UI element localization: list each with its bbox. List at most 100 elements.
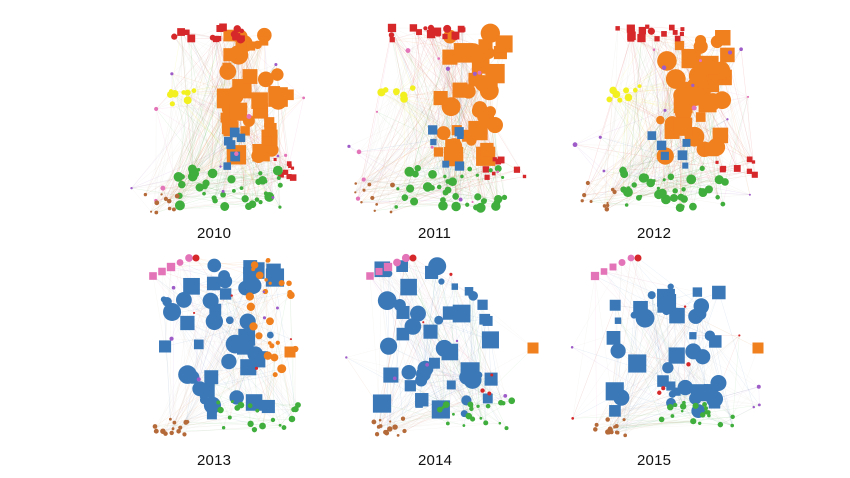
orange-node	[252, 144, 270, 162]
edge	[407, 50, 468, 205]
node-layer	[347, 23, 527, 214]
red-node	[674, 35, 681, 42]
blue-node	[223, 136, 233, 146]
edge	[182, 176, 253, 205]
edge	[369, 141, 434, 185]
red-node	[746, 168, 753, 174]
edge	[389, 409, 440, 430]
edge	[409, 171, 498, 203]
edge	[587, 182, 605, 207]
edge	[584, 171, 750, 196]
edge	[572, 305, 616, 419]
edge	[376, 111, 392, 213]
edge	[378, 346, 389, 427]
red-node	[645, 24, 650, 29]
yellow-node	[606, 96, 613, 103]
edge	[594, 275, 712, 392]
blue-node	[692, 287, 703, 297]
blue-node	[468, 290, 478, 301]
edge	[468, 295, 474, 417]
edge	[162, 397, 237, 432]
edge	[471, 140, 486, 201]
edge	[264, 354, 293, 420]
orange-node	[684, 86, 705, 107]
brown-node	[174, 193, 180, 199]
green-node	[692, 402, 699, 409]
edge	[456, 83, 484, 131]
year-label-2012: 2012	[637, 225, 672, 242]
blue-node	[668, 347, 685, 364]
edge	[616, 94, 651, 184]
green-node	[670, 414, 675, 418]
edge	[584, 60, 668, 196]
green-node	[272, 165, 283, 176]
green-node	[220, 202, 230, 211]
network-panel-2015	[560, 250, 770, 445]
orange-node	[484, 106, 496, 118]
edge	[617, 262, 623, 321]
blue-node	[425, 265, 439, 279]
edge	[396, 91, 448, 182]
edge	[150, 173, 213, 212]
edge	[376, 87, 413, 112]
edge	[455, 166, 460, 197]
edge	[415, 32, 420, 175]
red-node	[177, 28, 185, 36]
edge	[145, 38, 219, 195]
edge	[179, 37, 213, 206]
green-node	[414, 164, 421, 172]
green-node	[410, 197, 419, 206]
green-node	[195, 183, 204, 192]
edge	[612, 33, 665, 190]
blue-node	[710, 374, 727, 392]
edge	[179, 262, 188, 422]
minor-node	[503, 393, 508, 398]
blue-node	[202, 292, 219, 309]
orange-node	[229, 102, 248, 121]
edge	[407, 50, 449, 191]
edge	[131, 129, 271, 189]
edge	[390, 169, 518, 213]
edge	[156, 92, 184, 110]
edge	[355, 52, 464, 184]
green-node	[624, 203, 629, 207]
edge	[657, 168, 703, 193]
edge	[623, 189, 750, 195]
edge	[388, 273, 472, 409]
edge	[626, 110, 666, 206]
minor-node	[738, 334, 741, 337]
brown-node	[362, 188, 366, 192]
yellow-node	[632, 87, 638, 93]
minor-node	[757, 403, 761, 407]
green-node	[658, 416, 665, 423]
edge	[191, 38, 193, 177]
green-node	[443, 174, 447, 179]
edge	[621, 262, 715, 400]
edge	[437, 266, 442, 410]
edge	[705, 105, 755, 175]
edge	[682, 147, 717, 207]
edge	[603, 170, 608, 203]
blue-node	[609, 384, 624, 398]
edge	[369, 275, 450, 353]
edge	[192, 90, 195, 177]
edge	[587, 182, 613, 190]
edge	[278, 100, 281, 208]
green-node	[251, 427, 258, 433]
blue-node	[372, 394, 392, 413]
edge	[722, 96, 749, 205]
edge	[171, 283, 214, 339]
edge	[413, 27, 449, 191]
edge	[621, 315, 678, 398]
edge	[425, 28, 461, 136]
edge	[156, 419, 273, 432]
edge	[607, 202, 681, 208]
green-node	[227, 175, 236, 184]
edge	[192, 144, 232, 169]
green-node	[231, 400, 234, 403]
edge	[396, 149, 487, 208]
edge	[203, 170, 278, 194]
edge	[450, 182, 499, 200]
edge	[171, 73, 194, 172]
edge	[214, 285, 247, 338]
